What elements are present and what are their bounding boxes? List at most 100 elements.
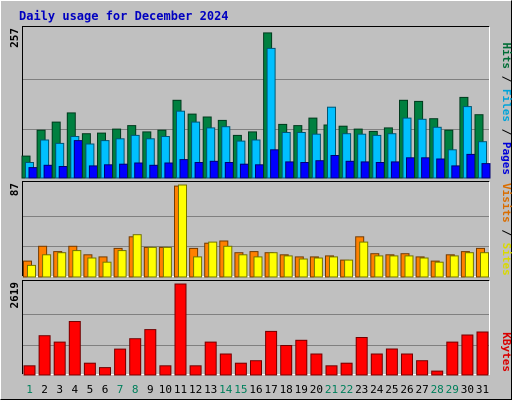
bar-sites-day-20 [313,257,323,278]
bar-pages-day-5 [88,165,98,179]
bar-sites-day-30 [464,252,474,278]
x-tick-label-day-23: 23 [355,383,368,396]
bar-pages-day-18 [285,161,295,179]
bar-kbytes-day-4 [68,321,81,376]
bar-sites-day-4 [72,250,82,278]
x-tick-label-day-17: 17 [264,383,277,396]
bar-sites-day-9 [147,246,157,278]
x-tick-label-day-6: 6 [102,383,109,396]
bar-pages-day-16 [255,164,264,179]
bar-kbytes-day-26 [401,353,413,376]
x-tick-label-day-19: 19 [295,383,308,396]
x-tick-label-day-1: 1 [26,383,33,396]
x-tick-label-day-11: 11 [174,383,187,396]
bar-pages-day-7 [119,163,129,179]
bar-sites-day-25 [389,255,399,278]
x-tick-label-day-10: 10 [159,383,172,396]
bar-kbytes-day-24 [370,353,383,376]
bar-pages-day-30 [466,153,476,179]
bar-kbytes-day-22 [340,362,353,376]
x-tick-label-day-16: 16 [249,383,262,396]
bar-sites-day-29 [449,255,459,278]
bar-sites-day-23 [359,241,369,278]
bar-sites-day-6 [102,261,112,278]
bar-pages-day-24 [375,162,385,179]
x-tick-label-day-8: 8 [132,383,139,396]
chart-title: Daily usage for December 2024 [19,9,229,23]
legend-2: Visits / Sites [500,183,512,276]
bar-pages-day-4 [73,140,83,179]
bar-kbytes-day-31 [476,331,489,376]
x-tick-label-day-21: 21 [325,383,338,396]
bar-pages-day-29 [451,165,461,179]
bar-pages-day-6 [104,164,113,179]
bar-sites-day-28 [434,261,444,278]
legend-separator: / [500,69,512,89]
x-tick-label-day-28: 28 [431,383,444,396]
x-tick-label-day-26: 26 [400,383,413,396]
bar-kbytes-day-5 [83,362,96,376]
bar-pages-day-31 [481,163,491,179]
bar-sites-day-26 [404,255,414,278]
bar-kbytes-day-18 [280,345,293,376]
panel-bevel-dark [22,26,490,178]
bar-pages-day-9 [149,164,159,179]
panel-2: 87 Visits / Sites [8,181,512,278]
bar-sites-day-8 [132,234,142,278]
bar-kbytes-day-3 [53,341,66,376]
x-tick-label-day-14: 14 [219,383,233,396]
panel-bevel-dark [22,181,490,277]
legend-item-visits: Visits [500,183,512,223]
bar-kbytes-day-10 [159,365,172,376]
x-tick-label-day-15: 15 [234,383,247,396]
bar-pages-day-12 [194,162,204,179]
bar-sites-day-16 [253,256,263,278]
bar-sites-day-2 [42,254,52,278]
bar-pages-day-20 [315,160,325,179]
bar-sites-day-3 [57,252,67,278]
x-tick-label-day-22: 22 [340,383,353,396]
bar-kbytes-day-30 [461,334,474,376]
bar-pages-day-27 [421,157,431,179]
legend-item-kbytes: KBytes [500,332,512,372]
bar-pages-day-23 [360,161,370,179]
bar-kbytes-day-23 [355,337,368,376]
x-tick-label-day-29: 29 [446,383,459,396]
bar-kbytes-day-16 [250,360,262,376]
bar-sites-day-18 [283,255,293,278]
bar-kbytes-day-9 [144,329,157,376]
legend-item-sites: Sites [500,243,512,276]
bar-sites-day-31 [480,252,489,278]
bar-pages-day-21 [330,155,340,179]
bar-kbytes-day-15 [234,362,247,376]
legend-1: Hits / Files / Pages [500,43,512,176]
bar-sites-day-7 [117,250,127,278]
bar-sites-day-13 [208,241,218,278]
x-tick-label-day-2: 2 [41,383,48,396]
bar-sites-day-1 [27,264,36,278]
bar-pages-day-13 [209,160,219,179]
x-tick-label-day-25: 25 [385,383,398,396]
bar-sites-day-24 [374,255,384,278]
panel-3: 2619 KBytes [8,280,512,376]
x-tick-label-day-12: 12 [189,383,202,396]
bar-kbytes-day-7 [114,348,127,376]
bar-pages-day-3 [58,166,68,179]
bar-kbytes-day-2 [38,335,51,376]
bar-pages-day-15 [239,163,249,179]
bar-kbytes-day-21 [325,365,338,376]
bar-sites-day-22 [344,259,354,278]
bar-sites-day-5 [87,257,97,278]
x-tick-label-day-9: 9 [147,383,154,396]
bar-kbytes-day-25 [385,348,398,376]
y-max-label: 257 [8,28,21,48]
bar-kbytes-day-14 [219,353,232,376]
bar-pages-day-19 [300,162,310,179]
bar-pages-day-17 [270,149,280,179]
x-axis-labels: 1 2 3 4 5 6 7 8 9 10 11 12 13 14 15 16 17 18 19 20 21 22 23 24 2… [26,383,489,396]
x-tick-label-day-7: 7 [117,383,124,396]
bar-kbytes-day-12 [189,365,202,376]
bar-pages-day-25 [390,161,400,179]
